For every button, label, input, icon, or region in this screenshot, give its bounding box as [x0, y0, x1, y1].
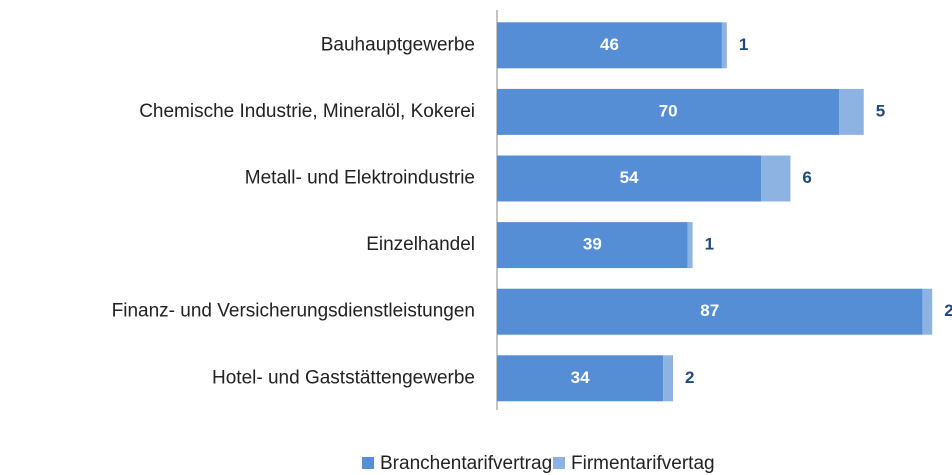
- value-label: 1: [705, 235, 714, 254]
- value-label: 2: [685, 368, 694, 387]
- bar-segment: [497, 288, 923, 335]
- value-label: 2: [944, 301, 952, 320]
- legend-label: Branchentarifvertrag: [380, 453, 552, 474]
- bar-segment: [721, 22, 727, 69]
- bar-segment: [497, 222, 688, 269]
- bar-segment: [497, 355, 664, 402]
- bar-segment: [922, 288, 933, 335]
- bar-segment: [761, 155, 791, 202]
- legend-swatch: [362, 457, 374, 469]
- bar-segment: [687, 222, 693, 269]
- category-label: Finanz- und Versicherungsdienstleistunge…: [112, 301, 475, 322]
- legend-swatch: [553, 457, 565, 469]
- bar-segment: [497, 22, 722, 69]
- category-label: Einzelhandel: [366, 234, 475, 255]
- bar-segment: [497, 88, 840, 135]
- bar-segment: [497, 155, 762, 202]
- value-label: 34: [571, 368, 590, 387]
- value-label: 1: [739, 35, 748, 54]
- value-label: 6: [802, 168, 811, 187]
- legend-label: Firmentarifvertag: [571, 453, 715, 474]
- value-label: 46: [600, 35, 619, 54]
- value-label: 54: [620, 168, 639, 187]
- value-label: 5: [876, 101, 885, 120]
- category-label: Hotel- und Gaststättengewerbe: [212, 367, 475, 388]
- category-label: Metall- und Elektroindustrie: [245, 168, 475, 189]
- value-label: 87: [700, 301, 719, 320]
- value-label: 39: [583, 235, 602, 254]
- category-label: Bauhauptgewerbe: [321, 34, 475, 55]
- bar-segment: [839, 88, 864, 135]
- category-label: Chemische Industrie, Mineralöl, Kokerei: [139, 101, 475, 122]
- bar-segment: [663, 355, 674, 402]
- value-label: 70: [659, 101, 678, 120]
